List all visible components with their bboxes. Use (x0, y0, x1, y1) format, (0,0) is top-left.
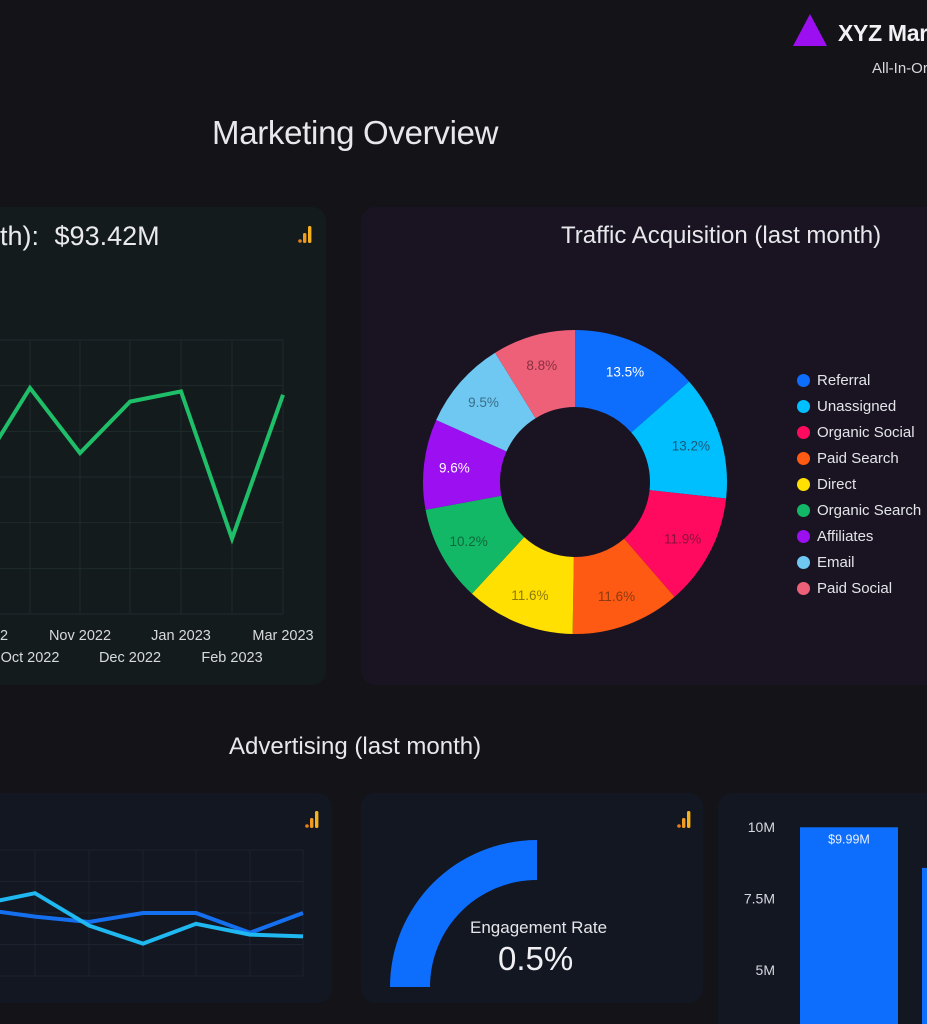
donut-slice-unassigned (631, 381, 727, 499)
gauge-label: Engagement Rate (470, 918, 608, 937)
x-tick-label: Oct 2022 (1, 650, 60, 666)
slice-data-label: 8.8% (526, 358, 557, 373)
ad-spend-bar-chart: 10M 7.5M 5M $9.99M (744, 819, 927, 1024)
slice-data-label: 9.5% (468, 395, 499, 410)
legend-dot-icon (797, 425, 810, 439)
revenue-title-fragment: th): (0, 221, 40, 251)
donut-slice-paid-social (495, 330, 575, 419)
legend-dot-icon (797, 451, 810, 465)
brand-name: XYZ Mark (838, 20, 927, 46)
y-tick-label: 7.5M (744, 891, 775, 907)
slice-data-label: 11.6% (511, 588, 548, 603)
legend-item[interactable]: Organic Social (797, 419, 921, 445)
gauge-value: 0.5% (498, 940, 574, 977)
donut-slice-paid-search (572, 538, 675, 634)
bar-A (800, 827, 898, 1024)
legend-label: Paid Social (817, 579, 893, 597)
legend-dot-icon (797, 503, 810, 517)
revenue-line-chart: 2 Nov 2022 Jan 2023 Mar 2023 Oct 2022 Dec 202… (0, 339, 314, 666)
advertising-section-title: Advertising (last month) (229, 733, 482, 760)
legend-label: Referral (817, 371, 871, 389)
traffic-title: Traffic Acquisition (last month) (561, 222, 882, 249)
x-tick-label: Dec 2022 (99, 650, 161, 666)
donut-slice-email (436, 352, 536, 452)
legend-item[interactable]: Email (797, 549, 921, 575)
x-tick-label: Feb 2023 (201, 650, 262, 666)
legend-dot-icon (797, 555, 810, 569)
legend-label: Unassigned (817, 397, 897, 415)
legend-item[interactable]: Affiliates (797, 523, 921, 549)
revenue-card (0, 207, 326, 685)
legend-item[interactable]: Organic Search (797, 497, 921, 523)
donut-slice-organic-social (624, 490, 727, 597)
legend-label: Direct (817, 475, 857, 493)
x-tick-label: Nov 2022 (49, 628, 111, 644)
y-tick-label: 5M (756, 962, 775, 978)
analytics-bars-icon[interactable] (298, 225, 312, 243)
slice-data-label: 9.6% (439, 461, 470, 476)
traffic-legend: Referral Unassigned Organic Social Paid Sea… (797, 367, 921, 601)
analytics-bars-icon[interactable] (305, 810, 319, 828)
brand-logo-triangle-icon (793, 14, 827, 46)
legend-item[interactable]: Referral (797, 367, 921, 393)
y-tick-label: 10M (748, 819, 775, 835)
grid (0, 849, 304, 977)
grid (0, 339, 284, 615)
slice-data-label: 11.9% (664, 531, 701, 546)
slice-data-label: 13.2% (672, 438, 710, 453)
revenue-series-line (0, 384, 285, 545)
donut-slice-referral (575, 330, 690, 433)
legend-item[interactable]: Paid Social (797, 575, 921, 601)
donut-slice-direct (471, 537, 574, 634)
legend-dot-icon (797, 373, 810, 387)
slice-data-label: 11.6% (598, 589, 635, 604)
slice-data-label: 13.5% (606, 364, 644, 379)
slice-data-label: 10.2% (450, 534, 488, 549)
legend-dot-icon (797, 477, 810, 491)
donut-slice-organic-search (425, 495, 525, 594)
advertising-line-chart (0, 849, 304, 977)
engagement-gauge (390, 840, 537, 987)
analytics-bars-icon[interactable] (677, 810, 691, 828)
x-tick-label: 2 (0, 628, 8, 644)
brand-tagline: All-In-Or (872, 60, 927, 77)
advertising-line-card (0, 793, 332, 1003)
x-tick-label: Mar 2023 (252, 628, 313, 644)
legend-label: Organic Social (817, 423, 915, 441)
traffic-donut-chart: 13.5% 13.2% 11.9% 11.6% 11.6% 10.2% 9.6% 9.5% 8.… (423, 330, 727, 634)
page-title: Marketing Overview (212, 114, 499, 151)
bar-data-label: $9.99M (828, 832, 870, 846)
legend-label: Email (817, 553, 855, 571)
legend-dot-icon (797, 581, 810, 595)
revenue-title: th): $93.42M (0, 221, 160, 252)
bar-B (922, 867, 927, 1024)
legend-label: Organic Search (817, 501, 922, 519)
ad-series-line-1 (0, 891, 304, 946)
legend-dot-icon (797, 529, 810, 543)
legend-item[interactable]: Paid Search (797, 445, 921, 471)
gauge-arc (390, 840, 537, 987)
legend-label: Affiliates (817, 527, 874, 545)
revenue-value: $93.42M (54, 221, 160, 251)
legend-item[interactable]: Direct (797, 471, 921, 497)
legend-label: Paid Search (817, 449, 899, 467)
x-tick-label: Jan 2023 (151, 628, 211, 644)
legend-item[interactable]: Unassigned (797, 393, 921, 419)
donut-slice-affiliates (423, 420, 507, 510)
legend-dot-icon (797, 399, 810, 413)
